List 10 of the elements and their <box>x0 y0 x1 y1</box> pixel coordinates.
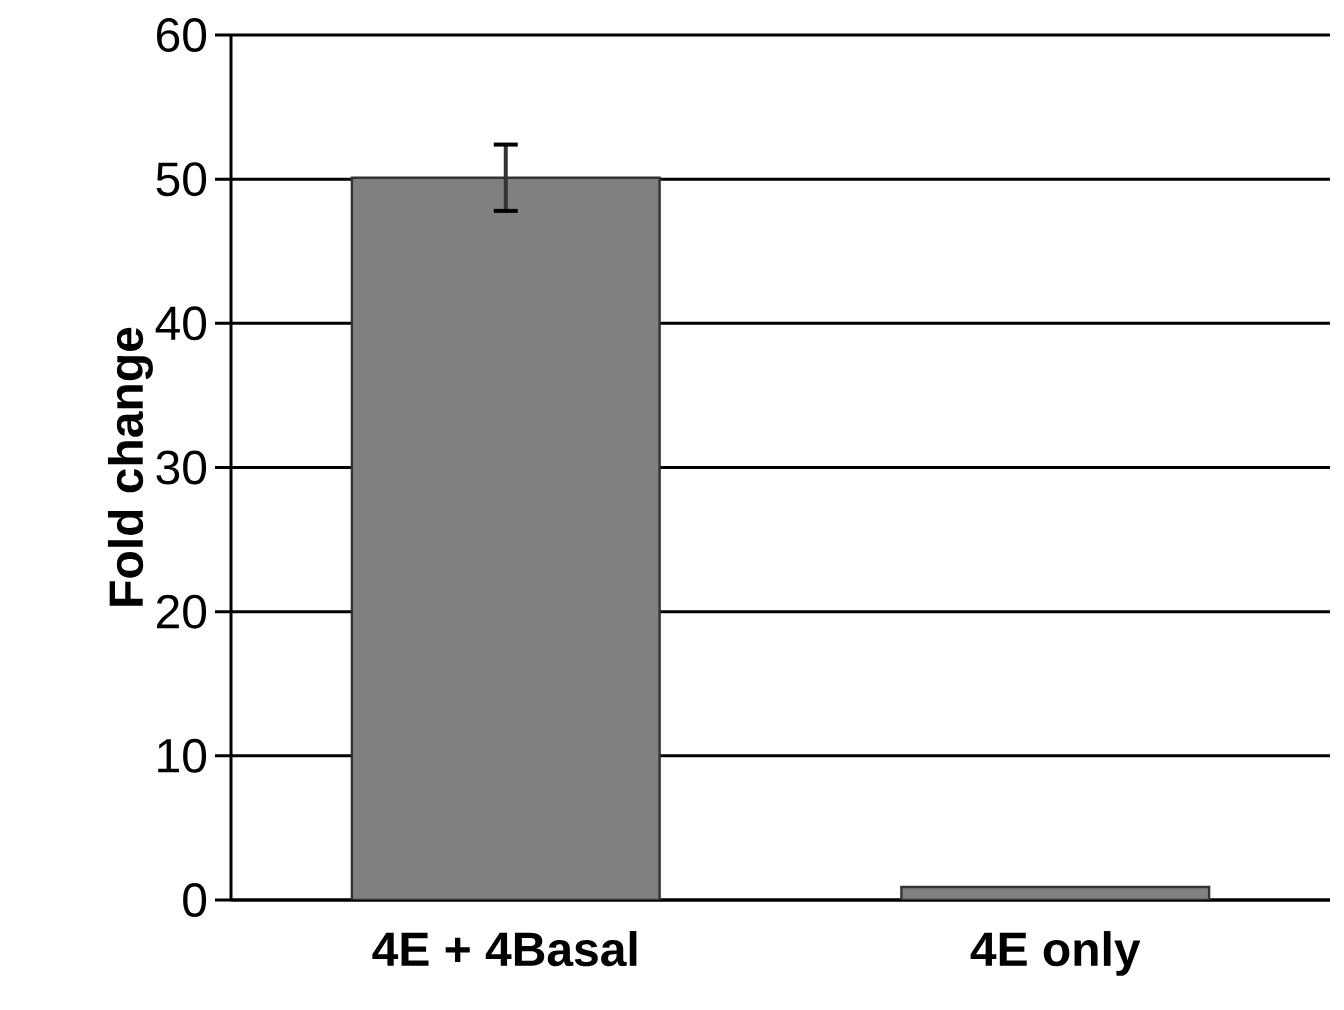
y-tick-label: 50 <box>156 162 207 197</box>
y-tick-label: 0 <box>183 882 207 917</box>
y-tick-label: 60 <box>157 17 207 52</box>
y-axis-title: Fold change <box>107 327 153 606</box>
y-tick-label: 40 <box>155 306 207 341</box>
x-tick-label: 4E + 4Basal <box>372 931 637 967</box>
y-tick-label: 30 <box>156 450 207 485</box>
x-tick-label: 4E only <box>970 931 1141 976</box>
y-tick-label: 10 <box>158 738 207 773</box>
y-tick-label: 20 <box>156 594 207 629</box>
